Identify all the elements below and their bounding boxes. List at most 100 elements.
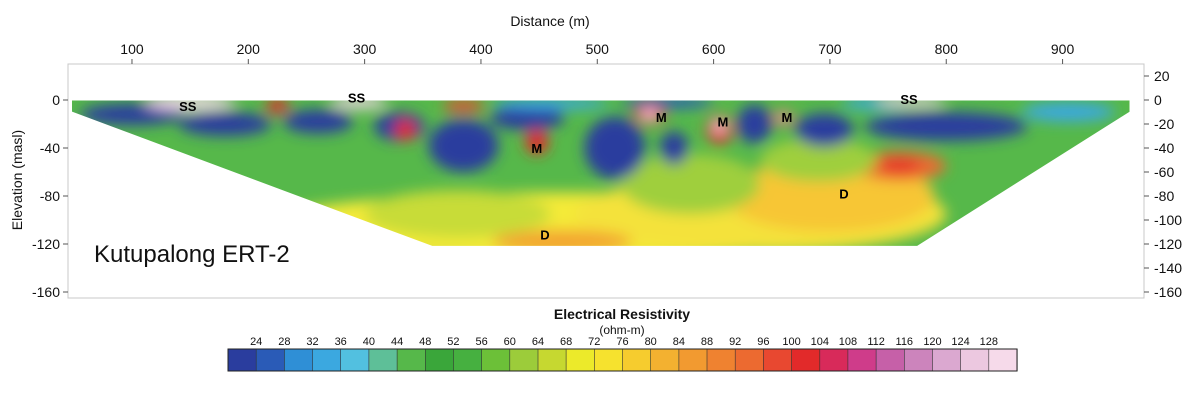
colorbar-tick-label: 100 xyxy=(782,336,800,348)
colorbar-swatch xyxy=(368,348,398,372)
resistivity-anomalies xyxy=(79,100,1115,247)
resistivity-anomaly xyxy=(1021,102,1115,122)
colorbar-tick-label: 68 xyxy=(560,336,572,348)
colorbar-swatch xyxy=(396,348,426,372)
resistivity-anomaly xyxy=(490,106,565,130)
colorbar-swatch xyxy=(424,348,455,372)
colorbar-title: Electrical Resistivity xyxy=(554,306,690,322)
resistivity-anomaly xyxy=(620,154,761,214)
zone-label: D xyxy=(839,187,848,202)
colorbar-tick-label: 124 xyxy=(951,336,969,348)
colorbar-tick-label: 72 xyxy=(588,336,600,348)
resistivity-anomaly xyxy=(778,114,789,122)
zone-label: SS xyxy=(348,91,366,106)
resistivity-anomaly xyxy=(795,113,854,147)
zone-label: M xyxy=(781,110,792,125)
colorbar-tick-label: 76 xyxy=(616,336,628,348)
resistivity-anomaly xyxy=(492,100,609,110)
colorbar-tick-label: 84 xyxy=(673,336,685,348)
colorbar-swatch xyxy=(819,348,849,372)
colorbar-tick-label: 40 xyxy=(363,336,375,348)
colorbar-swatch xyxy=(227,348,257,372)
resistivity-section xyxy=(71,100,1130,247)
x-tick-label: 500 xyxy=(586,41,610,57)
resistivity-anomaly xyxy=(713,120,726,133)
colorbar-swatch xyxy=(734,348,765,372)
colorbar-tick-label: 60 xyxy=(504,336,516,348)
resistivity-anomaly xyxy=(329,100,388,109)
colorbar-border xyxy=(227,348,1018,372)
colorbar-tick-label: 56 xyxy=(475,336,487,348)
x-tick-label: 600 xyxy=(702,41,726,57)
colorbar-tick-label: 52 xyxy=(447,336,459,348)
resistivity-anomaly xyxy=(157,100,223,110)
colorbar-tick-label: 44 xyxy=(391,336,403,348)
x-tick-label: 100 xyxy=(120,41,144,57)
colorbar-swatch xyxy=(847,348,877,372)
x-tick-label: 400 xyxy=(469,41,493,57)
colorbar-tick-label: 28 xyxy=(278,336,290,348)
section-title: Kutupalong ERT-2 xyxy=(94,241,290,268)
zone-label: SS xyxy=(900,92,918,107)
zone-label: M xyxy=(531,141,542,156)
resistivity-anomaly xyxy=(428,119,499,172)
resistivity-anomaly xyxy=(620,100,714,109)
y-right-tick-label: 20 xyxy=(1154,68,1170,84)
colorbar-tick-label: 80 xyxy=(645,336,657,348)
y-right-tick-label: -160 xyxy=(1154,284,1182,300)
resistivity-anomaly xyxy=(442,100,485,112)
resistivity-anomaly xyxy=(79,103,185,126)
zone-label: D xyxy=(540,227,549,242)
resistivity-anomaly xyxy=(364,190,551,238)
colorbar-swatch xyxy=(622,348,652,372)
x-tick-label: 900 xyxy=(1051,41,1075,57)
y-left-tick-label: -120 xyxy=(32,236,60,252)
colorbar-swatch xyxy=(932,348,962,372)
y-right-tick-label: -140 xyxy=(1154,260,1182,276)
colorbar-tick-labels: 24 28 32 36 40 44 48 52 56 60 64 68 72 76 80 84 88 92 96 10… xyxy=(250,336,998,348)
colorbar-swatch xyxy=(706,348,736,372)
x-tick-label: 800 xyxy=(935,41,959,57)
colorbar-tick-label: 88 xyxy=(701,336,713,348)
colorbar-swatch xyxy=(340,348,370,372)
y-right-tick-label: 0 xyxy=(1154,92,1162,108)
y-right-tick-label: -120 xyxy=(1154,236,1182,252)
colorbar-tick-label: 116 xyxy=(896,336,914,348)
colorbar xyxy=(227,348,1018,372)
colorbar-swatch xyxy=(593,348,624,372)
y-axis-left-ticks: 0 -40 -80 -120 -160 xyxy=(32,92,68,300)
resistivity-anomaly xyxy=(283,109,353,134)
resistivity-anomaly xyxy=(760,138,877,182)
zone-label: M xyxy=(656,110,667,125)
resistivity-anomaly xyxy=(876,100,947,106)
zone-label: M xyxy=(717,115,728,130)
colorbar-swatch xyxy=(960,348,990,372)
colorbar-tick-label: 48 xyxy=(419,336,431,348)
colorbar-tick-label: 92 xyxy=(729,336,741,348)
colorbar-swatch xyxy=(284,348,314,372)
colorbar-swatch xyxy=(537,348,567,372)
resistivity-anomaly xyxy=(584,116,645,180)
x-tick-label: 700 xyxy=(818,41,842,57)
y-right-tick-label: -60 xyxy=(1154,164,1174,180)
colorbar-tick-label: 108 xyxy=(839,336,857,348)
resistivity-anomaly xyxy=(394,119,416,141)
x-tick-label: 300 xyxy=(353,41,377,57)
colorbar-swatch xyxy=(509,348,539,372)
y-right-tick-label: -80 xyxy=(1154,188,1174,204)
colorbar-swatch xyxy=(763,348,793,372)
y-left-tick-label: 0 xyxy=(52,92,60,108)
colorbar-swatch xyxy=(875,348,905,372)
resistivity-anomaly xyxy=(660,131,688,165)
colorbar-swatch xyxy=(988,348,1018,372)
colorbar-swatch xyxy=(453,348,483,372)
resistivity-anomaly xyxy=(864,112,1028,141)
colorbar-tick-label: 64 xyxy=(532,336,544,348)
colorbar-swatch xyxy=(481,348,511,372)
colorbar-tick-label: 24 xyxy=(250,336,262,348)
resistivity-anomaly xyxy=(265,100,289,114)
colorbar-tick-label: 128 xyxy=(980,336,998,348)
colorbar-swatch xyxy=(791,348,821,372)
colorbar-unit: (ohm-m) xyxy=(599,323,644,337)
